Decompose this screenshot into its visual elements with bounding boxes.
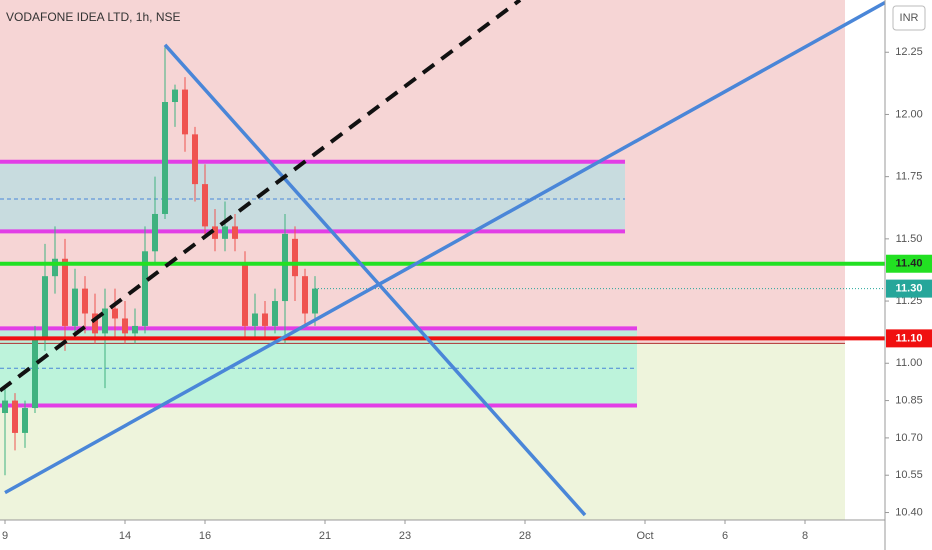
y-tick-label: 11.00 [896,357,923,369]
x-tick-label: 9 [2,530,8,542]
candle-body [72,288,78,326]
candle-body [272,301,278,326]
candle-body [142,251,148,326]
chart-title: VODAFONE IDEA LTD, 1h, NSE [6,10,181,24]
x-tick-label: Oct [636,530,653,542]
y-tick-label: 10.55 [895,469,923,481]
candle-body [132,325,138,334]
x-tick-label: 23 [399,530,411,542]
candle-body [232,226,238,239]
candle-body [172,89,178,103]
trend-line [0,0,522,393]
y-tick-label: 10.85 [895,394,923,406]
currency: INR [900,12,919,24]
candle-body [262,313,268,326]
y-tick-label: 11.50 [896,233,923,245]
price-label: 11.30 [896,283,923,295]
candle-body [42,276,48,339]
candle-body [182,89,188,135]
candle-body [282,233,288,302]
plot-area [0,0,885,520]
candle-body [162,102,168,214]
candle-body [12,400,18,433]
price-label: 11.40 [896,258,923,270]
candle-body [32,338,38,409]
candle-body [292,238,298,277]
candle-body [192,134,198,185]
candle-body [152,213,158,252]
x-tick-label: 14 [119,530,131,542]
y-tick-label: 12.00 [895,108,923,120]
candle-body [242,263,248,326]
candle-body [112,308,118,319]
candle-body [2,400,8,414]
price-label: 11.10 [896,332,923,344]
y-tick-label: 12.25 [895,46,923,58]
candle-body [302,276,308,314]
x-tick-label: 28 [519,530,531,542]
x-tick-label: 6 [722,530,728,542]
price-label-box [886,254,932,273]
candle-body [52,258,58,277]
currency-box[interactable] [892,5,926,31]
candle-body [122,318,128,334]
x-tick-label: 21 [319,530,331,542]
x-tick-label: 8 [802,530,808,542]
candle-body [22,408,28,433]
candle-body [312,288,318,314]
y-tick-label: 11.25 [896,295,923,307]
candle-body [92,313,98,334]
price-label-box [886,329,932,348]
price-label-box [886,279,932,298]
candle-body [82,288,88,314]
candle-body [222,226,228,239]
candle-body [212,226,218,239]
candle-body [202,184,208,227]
candle-body [62,258,68,326]
zone [0,161,625,232]
candle-body [252,313,258,326]
y-tick-label: 10.70 [895,432,923,444]
zone [0,328,637,406]
candle-body [102,308,108,334]
y-tick-label: 10.40 [895,506,923,518]
y-tick-label: 11.75 [896,171,923,183]
trend-line [4,0,885,495]
x-tick-label: 16 [199,530,211,542]
trend-line [163,43,587,517]
